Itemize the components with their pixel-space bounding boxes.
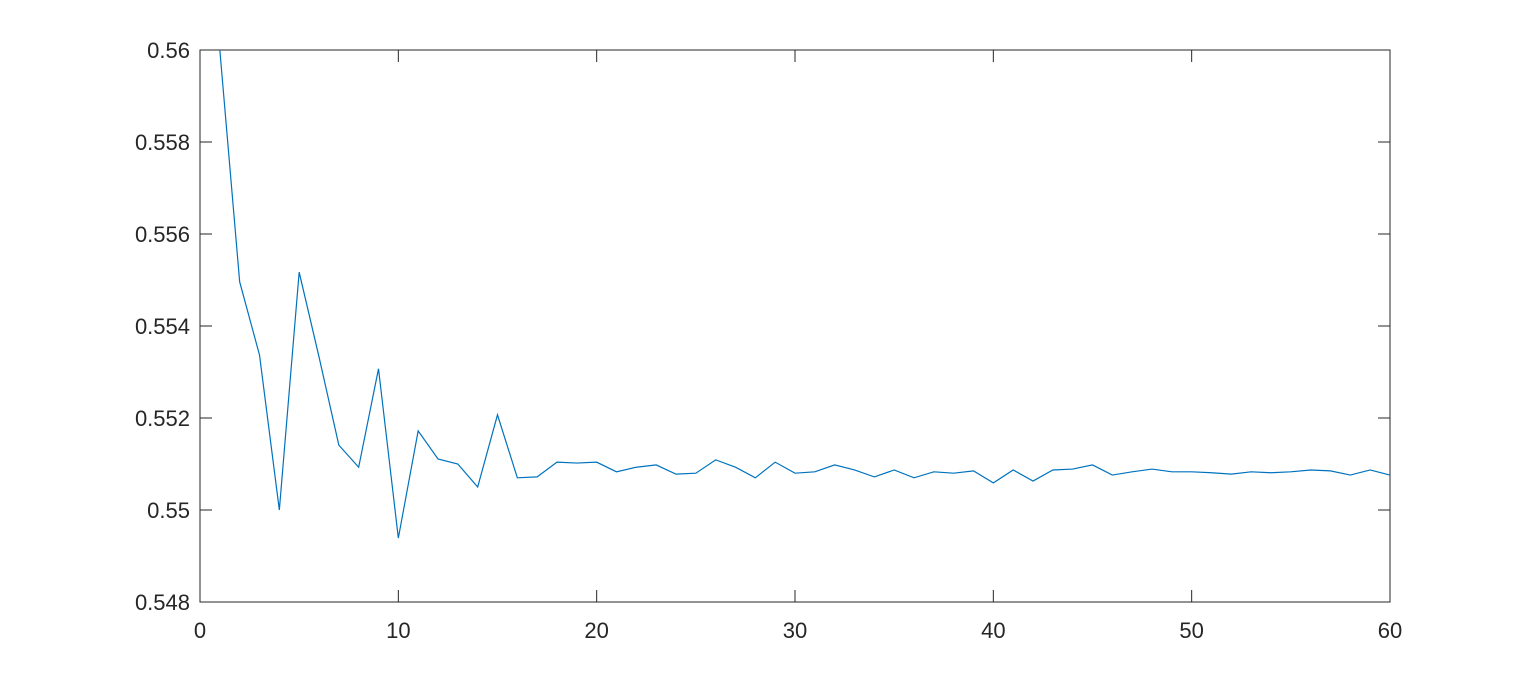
y-tick-label: 0.556	[135, 222, 190, 247]
x-tick-label: 50	[1179, 618, 1203, 643]
y-tick-label: 0.56	[147, 38, 190, 63]
plot-area	[199, 49, 1391, 603]
x-tick-label: 40	[981, 618, 1005, 643]
x-tick-label: 60	[1378, 618, 1402, 643]
x-tick-label: 10	[386, 618, 410, 643]
y-tick-label: 0.554	[135, 314, 190, 339]
y-tick-label: 0.548	[135, 590, 190, 615]
y-tick-label: 0.552	[135, 406, 190, 431]
data-line	[219, 49, 1391, 539]
x-tick-label: 0	[194, 618, 206, 643]
x-tick-label: 30	[783, 618, 807, 643]
y-tick-label: 0.558	[135, 130, 190, 155]
x-tick-label: 20	[584, 618, 608, 643]
y-tick-label: 0.55	[147, 498, 190, 523]
